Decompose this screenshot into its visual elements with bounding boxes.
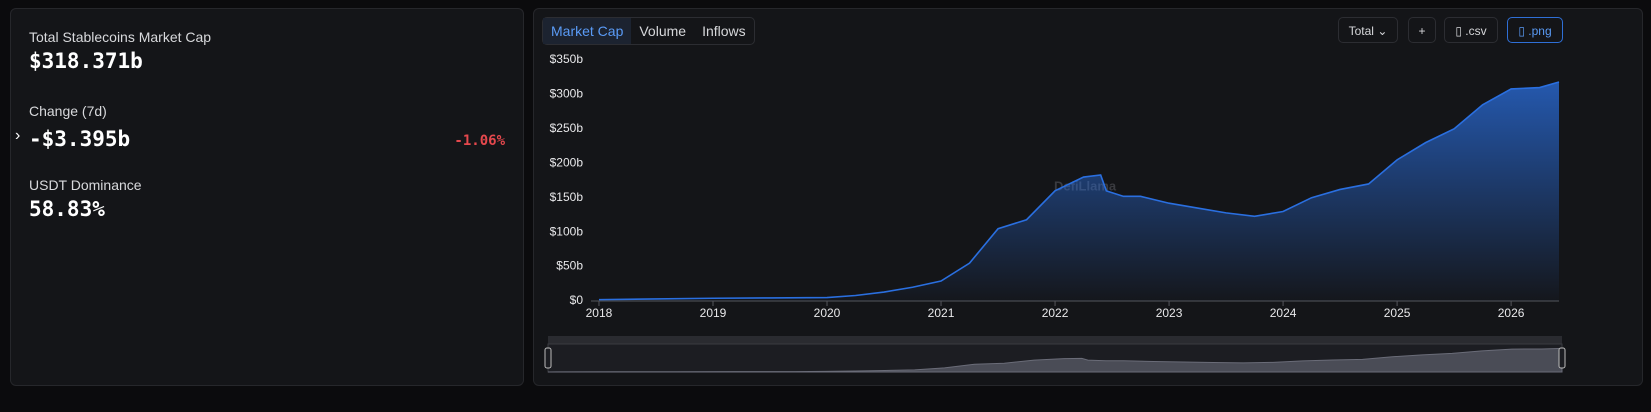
tab[interactable]: Inflows [702, 23, 746, 39]
stat-label: Total Stablecoins Market Cap [29, 29, 212, 45]
button-label: .png [1528, 24, 1552, 38]
x-tick-label: 2020 [814, 306, 841, 320]
navigator-area [547, 347, 1563, 373]
x-tick-label: 2018 [586, 306, 613, 320]
chart: DefiLlama $0 $50b $100b $150b $200b $250b $300… [544, 52, 1566, 373]
x-tick-label: 2025 [1384, 306, 1411, 320]
stat-label: USDT Dominance [29, 177, 142, 193]
x-tick-label: 2026 [1498, 306, 1525, 320]
tab-group: Market Cap Volume Inflows [542, 17, 755, 45]
y-tick-label: $250b [550, 121, 584, 135]
navigator-bar [548, 336, 1562, 344]
y-tick-label: $0 [570, 293, 584, 307]
dropdown[interactable]: Total ⌄ [1338, 17, 1398, 43]
tab[interactable]: Volume [639, 23, 687, 39]
navigator [547, 343, 1563, 373]
x-tick-label: 2023 [1156, 306, 1183, 320]
y-tick-label: $100b [550, 224, 584, 238]
stat-change: -1.06% [454, 133, 505, 149]
chart-panel: Market Cap Volume Inflows Total ⌄ + ▯ .c… [533, 8, 1643, 386]
y-tick-label: $300b [550, 87, 584, 101]
stat-value: 58.83% [29, 197, 105, 221]
x-tick-label: 2024 [1270, 306, 1297, 320]
button[interactable]: + [1408, 17, 1436, 43]
x-tick-label: 2019 [700, 306, 727, 320]
x-tick-label: 2022 [1042, 306, 1069, 320]
area [598, 82, 1559, 301]
button[interactable]: ▯ .png [1507, 17, 1563, 43]
tab[interactable]: Market Cap [543, 18, 632, 44]
y-tick-label: $200b [550, 155, 584, 169]
stat-value: -$3.395b [29, 127, 131, 151]
dropdown-label: Total [1348, 24, 1374, 38]
stats-panel: Total Stablecoins Market Cap $318.371b C… [10, 8, 524, 386]
watermark: DefiLlama [1054, 178, 1117, 193]
navigator-handle [544, 347, 552, 369]
navigator-handle [1558, 347, 1566, 369]
button-label: .csv [1465, 24, 1487, 38]
x-tick-label: 2021 [928, 306, 955, 320]
button[interactable]: ▯ .csv [1444, 17, 1498, 43]
y-tick-label: $350b [550, 52, 584, 66]
y-tick-label: $150b [550, 190, 584, 204]
stat-label: Change (7d) [29, 103, 107, 119]
line [598, 81, 1560, 301]
expand-icon[interactable]: › [15, 127, 21, 144]
stat-value: $318.371b [29, 49, 143, 73]
y-tick-label: $50b [556, 259, 583, 273]
